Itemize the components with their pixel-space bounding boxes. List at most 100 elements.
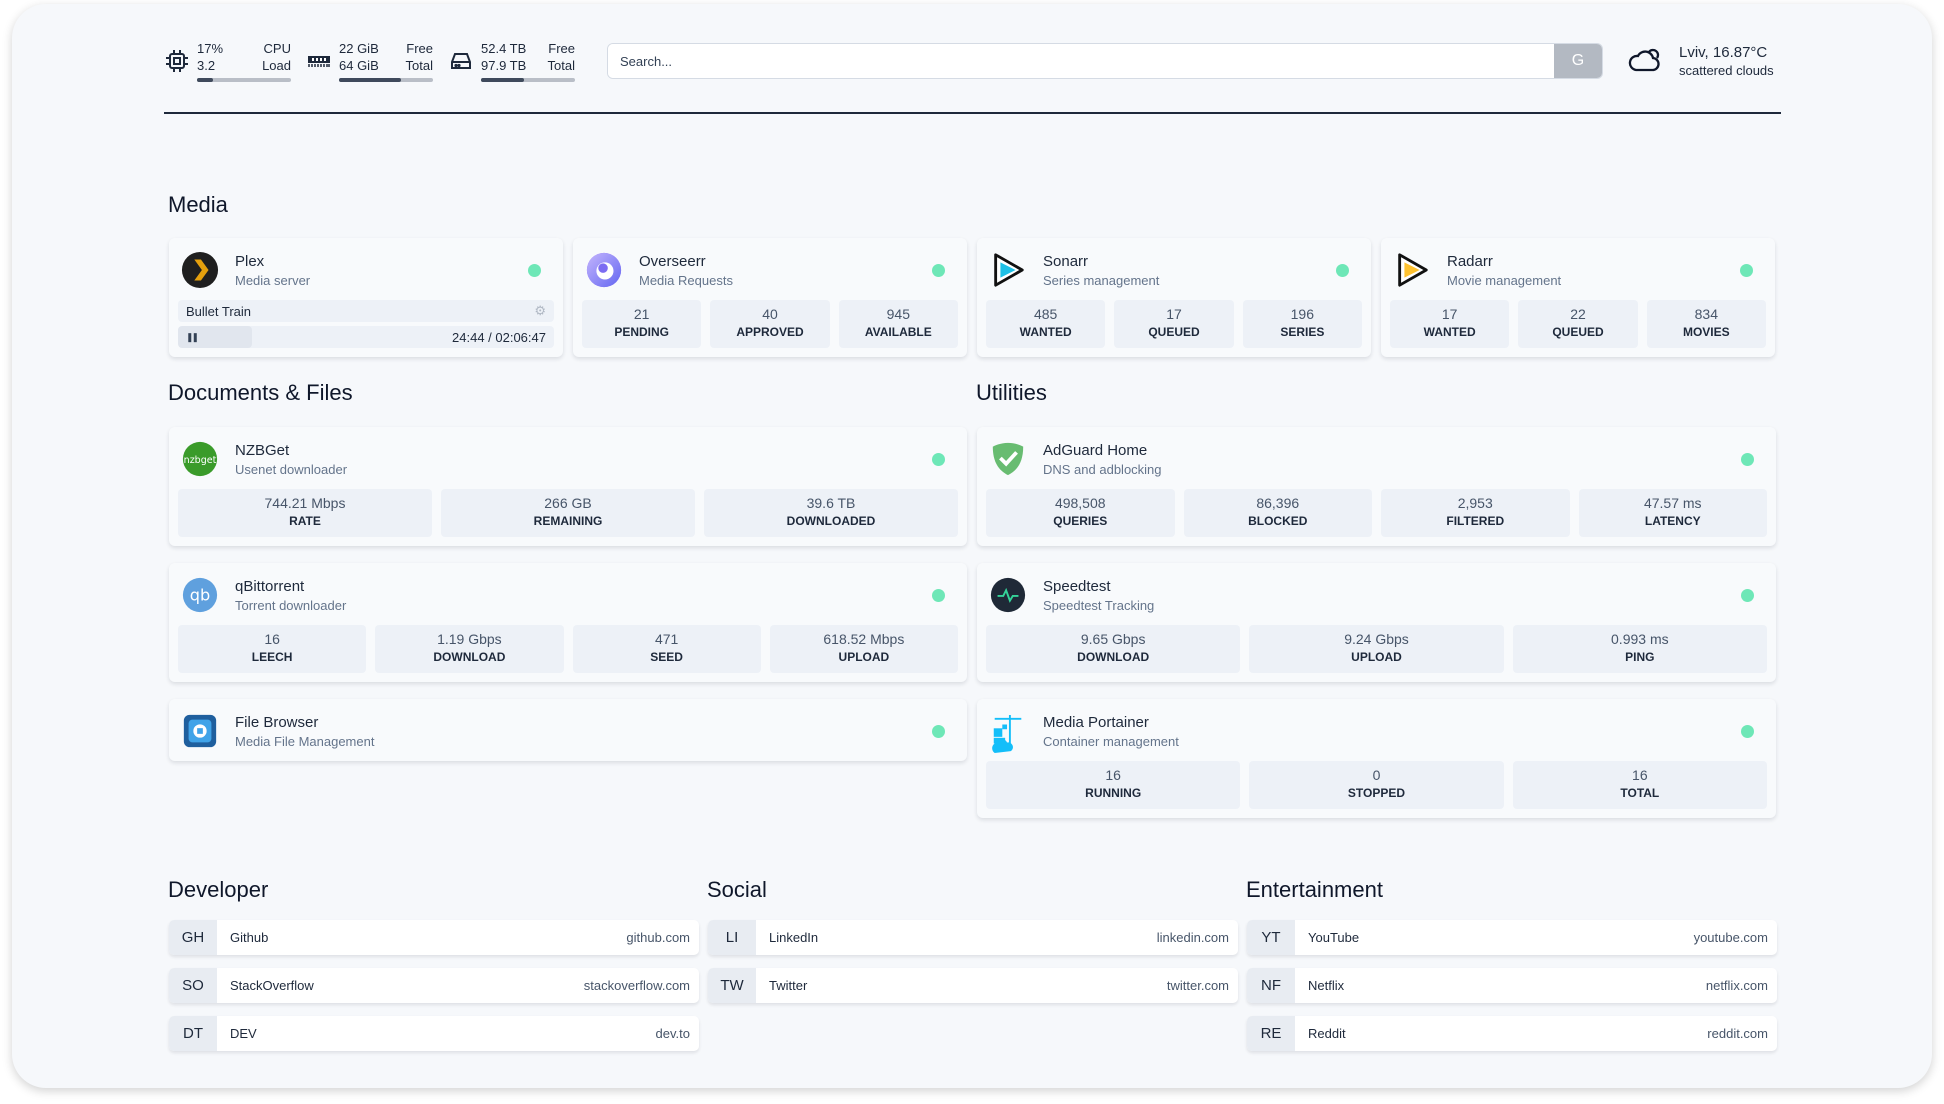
stat-label: APPROVED: [736, 325, 804, 339]
cpu-icon: [163, 47, 191, 75]
service-card-adguard-home[interactable]: AdGuard Home DNS and adblocking 498,508 QUE…: [977, 427, 1776, 546]
stat-value: 498,508: [1054, 495, 1106, 511]
disk-free-label: Free: [548, 41, 575, 56]
bookmark-abbr: TW: [708, 968, 756, 1003]
bookmark-name: YouTube: [1308, 930, 1360, 945]
bookmark-abbr: LI: [708, 920, 756, 955]
service-description: Series management: [1043, 272, 1160, 288]
bookmark-abbr: RE: [1247, 1016, 1295, 1051]
service-name: Radarr: [1447, 252, 1493, 270]
stat-value: 945: [886, 306, 910, 322]
stat-block: 618.52 Mbps UPLOAD: [769, 625, 958, 673]
bookmark-name: Github: [230, 930, 269, 945]
card-header: Speedtest Speedtest Tracking: [989, 573, 1764, 617]
service-card-media-portainer[interactable]: Media Portainer Container management 16 RUN…: [977, 699, 1776, 818]
bookmark-linkedin[interactable]: LI LinkedIn linkedin.com: [708, 920, 1238, 955]
bookmark-abbr: NF: [1247, 968, 1295, 1003]
cpu-bar: [197, 78, 291, 82]
bookmark-name: Reddit: [1308, 1026, 1346, 1041]
filebrowser-icon: [181, 712, 219, 750]
stat-value: 16: [264, 631, 280, 647]
status-indicator: [932, 589, 945, 602]
service-name: NZBGet: [235, 441, 290, 459]
svg-text:qb: qb: [190, 586, 211, 605]
service-name: Sonarr: [1043, 252, 1089, 270]
service-name: Overseerr: [639, 252, 706, 270]
service-card-nzbget[interactable]: nzbget NZBGet Usenet downloader 744.21 Mbps…: [169, 427, 967, 546]
stat-block: 9.24 Gbps UPLOAD: [1249, 625, 1504, 673]
stat-block: 16 TOTAL: [1512, 761, 1767, 809]
bookmark-abbr: DT: [169, 1016, 217, 1051]
settings-icon[interactable]: ⚙: [534, 303, 546, 318]
status-indicator: [1741, 725, 1754, 738]
stat-block: 498,508 QUERIES: [986, 489, 1175, 537]
bookmark-stackoverflow[interactable]: SO StackOverflow stackoverflow.com: [169, 968, 699, 1003]
stat-label: DOWNLOAD: [433, 650, 506, 664]
service-description: Media File Management: [235, 733, 375, 749]
playback-progress-fill: [178, 326, 252, 348]
stat-label: BLOCKED: [1248, 514, 1308, 528]
stat-value: 17: [1441, 306, 1458, 322]
section-title-developer: Developer: [168, 877, 269, 902]
service-card-overseerr[interactable]: Overseerr Media Requests 21 PENDING 40 APPROV…: [573, 238, 967, 357]
stat-block: 266 GB REMAINING: [441, 489, 695, 537]
stat-label: FILTERED: [1446, 514, 1505, 528]
memory-icon: [305, 47, 333, 75]
stat-label: SEED: [650, 650, 683, 664]
stat-value: 196: [1290, 306, 1314, 322]
plex-icon: [181, 251, 219, 289]
service-card-speedtest[interactable]: Speedtest Speedtest Tracking 9.65 Gbps DOWN…: [977, 563, 1776, 682]
status-indicator: [1740, 264, 1753, 277]
service-description: Speedtest Tracking: [1043, 597, 1155, 613]
bookmark-url: dev.to: [655, 1026, 690, 1041]
stat-block: 834 MOVIES: [1646, 300, 1766, 348]
bookmark-url: reddit.com: [1707, 1026, 1768, 1041]
bookmark-dev[interactable]: DT DEV dev.to: [169, 1016, 699, 1051]
search-input[interactable]: [608, 44, 1554, 78]
bookmark-github[interactable]: GH Github github.com: [169, 920, 699, 955]
service-description: DNS and adblocking: [1043, 461, 1162, 477]
stat-label: QUEUED: [1552, 325, 1604, 339]
service-card-plex[interactable]: Plex Media server Bullet Train ⚙ ❚❚ 24:44 / 0…: [169, 238, 563, 357]
search-button[interactable]: G: [1554, 44, 1602, 78]
stat-label: DOWNLOAD: [1077, 650, 1150, 664]
stat-label: STOPPED: [1347, 786, 1406, 800]
bookmark-url: github.com: [626, 930, 690, 945]
bookmark-url: twitter.com: [1166, 978, 1229, 993]
disk-icon: [447, 47, 475, 75]
cpu-bar-fill: [197, 78, 213, 82]
service-name: Media Portainer: [1043, 713, 1149, 731]
service-card-qbittorrent[interactable]: qb qBittorrent Torrent downloader 16 LEECH 1.…: [169, 563, 967, 682]
playback-time: 24:44 / 02:06:47: [452, 329, 546, 345]
bookmark-twitter[interactable]: TW Twitter twitter.com: [708, 968, 1238, 1003]
stat-block: 39.6 TB DOWNLOADED: [704, 489, 958, 537]
card-header: Sonarr Series management: [989, 248, 1359, 292]
memory-bar: [339, 78, 433, 82]
pause-icon[interactable]: ❚❚: [186, 331, 199, 342]
card-text: Plex Media server: [235, 253, 310, 288]
stat-block: 17 WANTED: [1390, 300, 1510, 348]
status-indicator: [932, 725, 945, 738]
card-text: Sonarr Series management: [1043, 253, 1159, 288]
stat-value: 0: [1372, 767, 1381, 783]
stat-value: 618.52 Mbps: [823, 631, 905, 647]
playback-bar[interactable]: ❚❚ 24:44 / 02:06:47: [178, 326, 554, 348]
service-card-radarr[interactable]: Radarr Movie management 17 WANTED 22 QUEUED 83…: [1381, 238, 1775, 357]
bookmark-abbr: GH: [169, 920, 217, 955]
bookmark-netflix[interactable]: NF Netflix netflix.com: [1247, 968, 1777, 1003]
section-title-utilities: Utilities: [976, 380, 1047, 405]
stat-value: 744.21 Mbps: [264, 495, 346, 511]
stat-value: 17: [1166, 306, 1182, 322]
memory-free: 22 GiB: [339, 41, 379, 56]
bookmark-url: youtube.com: [1693, 930, 1768, 945]
stat-value: 47.57 ms: [1643, 495, 1702, 511]
stat-label: LEECH: [251, 650, 293, 664]
stat-block: 945 AVAILABLE: [838, 300, 958, 348]
service-card-sonarr[interactable]: Sonarr Series management 485 WANTED 17 QUEUED…: [977, 238, 1371, 357]
service-card-file-browser[interactable]: File Browser Media File Management: [169, 699, 967, 761]
stat-value: 22: [1570, 306, 1586, 322]
stat-value: 16: [1105, 767, 1121, 783]
bookmark-reddit[interactable]: RE Reddit reddit.com: [1247, 1016, 1777, 1051]
bookmark-youtube[interactable]: YT YouTube youtube.com: [1247, 920, 1777, 955]
memory-bar-fill: [339, 78, 402, 82]
